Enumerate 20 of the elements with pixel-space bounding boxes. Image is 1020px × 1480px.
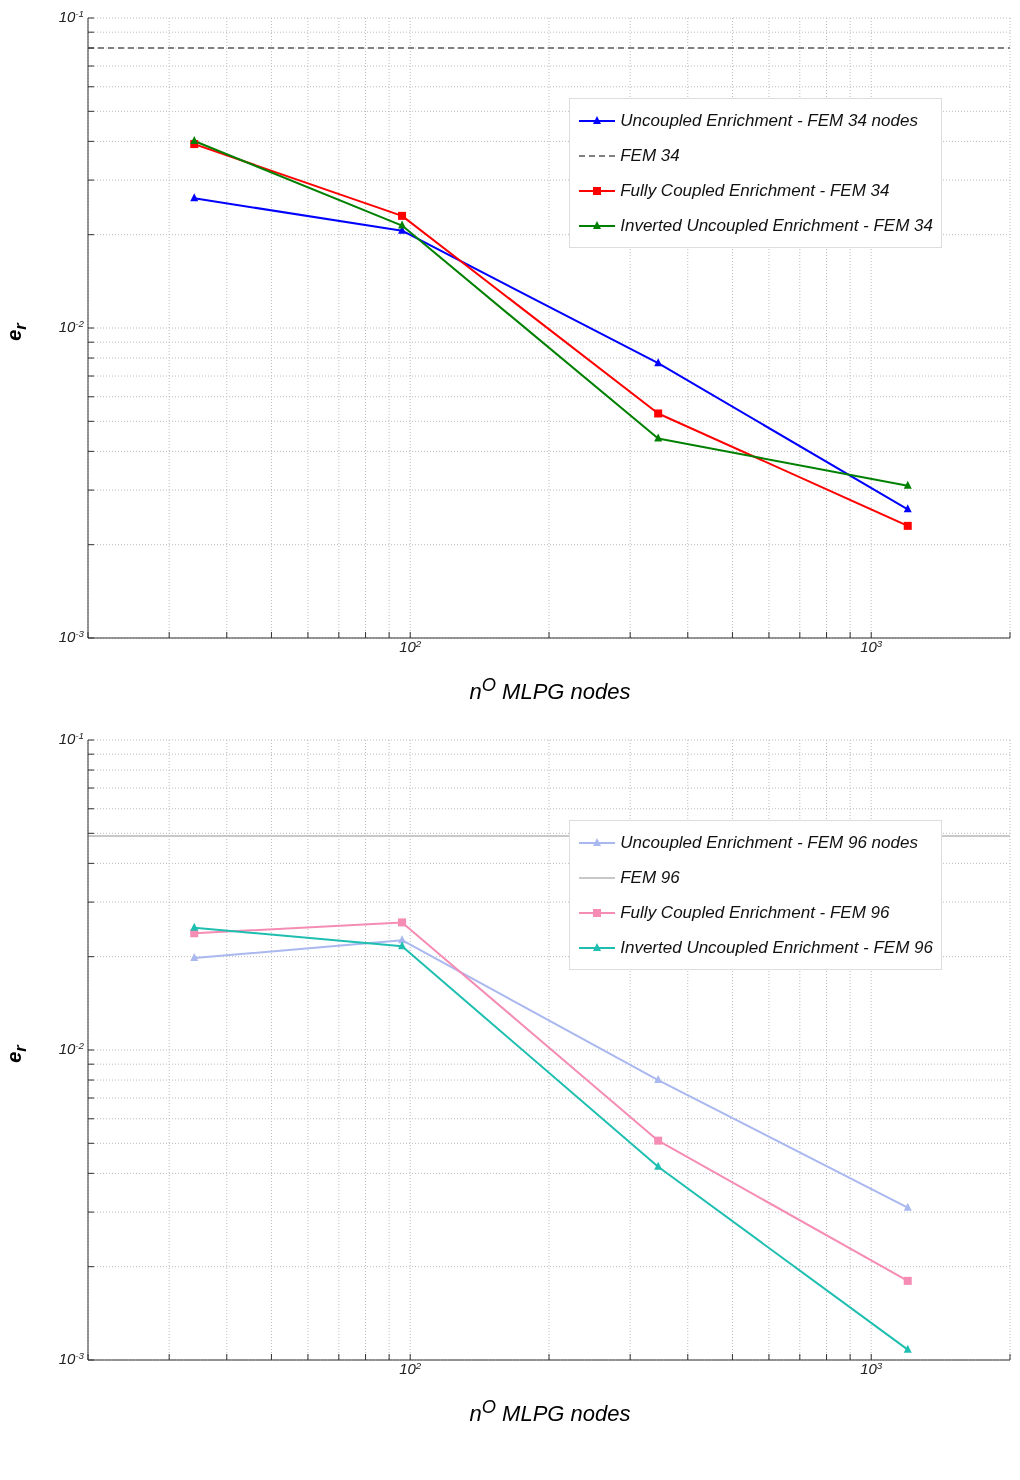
legend-label: Fully Coupled Enrichment - FEM 96 (620, 902, 890, 923)
legend-label: Inverted Uncoupled Enrichment - FEM 34 (620, 215, 933, 236)
legend-label: Uncoupled Enrichment - FEM 96 nodes (620, 832, 918, 853)
legend-label: Inverted Uncoupled Enrichment - FEM 96 (620, 937, 933, 958)
x-axis-title: n$^{O}$ MLPG nodes (468, 1396, 632, 1428)
legend-label: FEM 34 (620, 145, 680, 166)
y-tick-label: 10$^{-2}$ (58, 317, 85, 335)
y-tick-label: 10$^{-3}$ (58, 627, 85, 645)
x-tick-label: 10$^{3}$ (860, 637, 883, 655)
y-tick-label: 10$^{-1}$ (58, 729, 84, 747)
y-tick-label: 10$^{-1}$ (58, 7, 84, 25)
legend-label: Uncoupled Enrichment - FEM 34 nodes (620, 110, 918, 131)
y-tick-label: 10$^{-3}$ (58, 1349, 85, 1367)
x-tick-label: 10$^{3}$ (860, 1359, 883, 1377)
x-tick-label: 10$^{2}$ (399, 1359, 422, 1377)
legend-label: FEM 96 (620, 867, 680, 888)
x-tick-label: 10$^{2}$ (399, 637, 422, 655)
x-axis-title: n$^{O}$ MLPG nodes (468, 674, 632, 706)
legend-label: Fully Coupled Enrichment - FEM 34 (620, 180, 890, 201)
y-tick-label: 10$^{-2}$ (58, 1039, 85, 1057)
